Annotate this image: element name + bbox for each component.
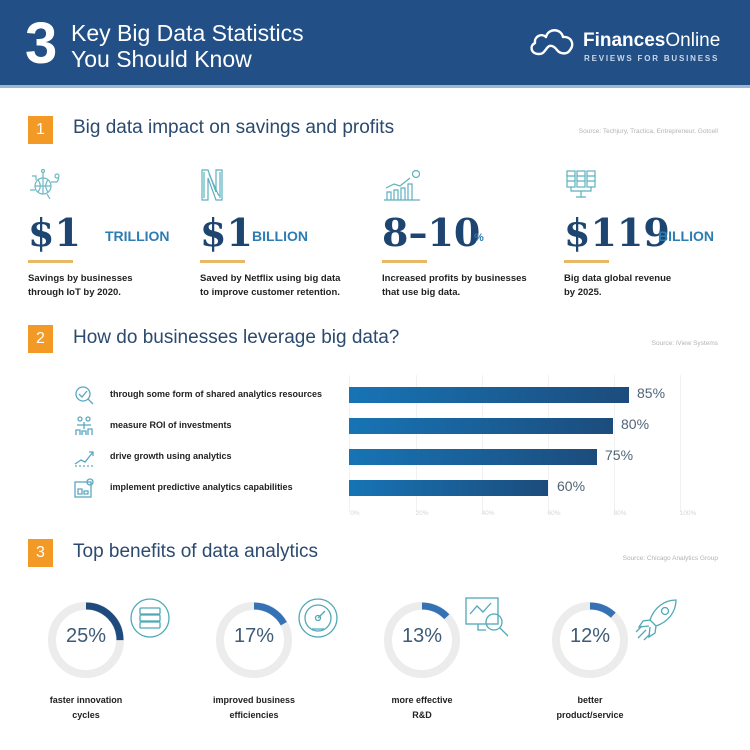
netflix-n-icon	[201, 169, 223, 201]
section-2-title: How do businesses leverage big data?	[73, 327, 400, 348]
donut-gauge	[216, 602, 292, 678]
bar-value: 60%	[557, 478, 586, 494]
bar-row: implement predictive analytics capabilit…	[73, 477, 713, 499]
benefit-item: 25% faster innovation cycles	[28, 598, 198, 740]
section-3-badge: 3	[28, 539, 53, 567]
benefit-label: more effective R&D	[391, 695, 453, 720]
donut-value: 25%	[65, 625, 107, 647]
stat-unit: BILLION	[658, 228, 714, 244]
section-3-title: Top benefits of data analytics	[73, 541, 319, 562]
roi-people-icon	[75, 416, 93, 435]
logo-wordmark: FinancesOnline	[583, 30, 721, 51]
bar-label: drive growth using analytics	[110, 451, 232, 461]
donut-gauge	[384, 602, 460, 678]
section-3-source: Source: Chicago Analytics Group	[622, 555, 718, 562]
bar-label: measure ROI of investments	[110, 420, 232, 430]
growth-chart-icon	[384, 169, 421, 201]
stat-divider	[200, 260, 245, 263]
x-tick: 100%	[679, 510, 697, 517]
bar-value: 85%	[637, 385, 666, 401]
donut-gauge	[48, 602, 124, 678]
bar	[349, 418, 613, 434]
stat-value: $119	[564, 210, 670, 255]
gridline	[416, 375, 417, 512]
bar-value: 75%	[605, 447, 634, 463]
stat-description: Big data global revenue by 2025.	[564, 273, 672, 298]
bar	[349, 480, 548, 496]
section-2-badge: 2	[28, 325, 53, 353]
stat-description: Increased profits by businesses that use …	[382, 273, 527, 298]
bar-value: 80%	[621, 416, 650, 432]
bar-row: measure ROI of investments 80%	[73, 415, 713, 437]
bar	[349, 387, 629, 403]
donut-value: 17%	[233, 625, 275, 647]
cloud-icon	[530, 29, 574, 56]
x-tick: 0%	[350, 510, 360, 517]
benefit-item: 17% improved business efficiencies	[196, 598, 366, 740]
iot-globe-icon	[30, 168, 60, 200]
stat-unit: %	[474, 232, 484, 244]
server-icon	[130, 598, 170, 638]
stat-value: 8–10	[382, 210, 481, 255]
financesonline-logo[interactable]: FinancesOnline REVIEWS FOR BUSINESS	[527, 24, 727, 66]
benefit-item: 13% more effective R&D	[364, 597, 534, 740]
predictive-dashboard-icon	[74, 478, 94, 498]
stat-description: Saved by Netflix using big data to improv…	[200, 273, 341, 298]
donut-gauge	[552, 602, 628, 678]
bar-label: through some form of shared analytics re…	[110, 389, 323, 399]
gridline	[680, 375, 681, 512]
stat-value: $1	[200, 210, 253, 255]
x-tick: 80%	[613, 510, 627, 517]
data-center-icon	[566, 170, 596, 198]
section-1-badge: 1	[28, 116, 53, 144]
stat-unit: TRILLION	[105, 228, 170, 244]
stat-description: Savings by businesses through IoT by 2020…	[28, 273, 133, 298]
logo-tagline: REVIEWS FOR BUSINESS	[584, 54, 720, 63]
gridline	[482, 375, 483, 512]
section-2-source: Source: iView Systems	[651, 340, 718, 347]
header-banner: 3 Key Big Data Statistics You Should Kno…	[0, 0, 750, 88]
speedometer-icon	[298, 598, 338, 638]
stat-divider	[382, 260, 427, 263]
stat-divider	[564, 260, 609, 263]
gridline	[349, 375, 350, 512]
x-tick: 60%	[547, 510, 561, 517]
growth-line-icon	[74, 451, 94, 467]
analytics-check-icon	[75, 386, 94, 405]
stat-unit: BILLION	[252, 228, 308, 244]
x-tick: 40%	[481, 510, 495, 517]
header-title-line1: Key Big Data Statistics	[71, 20, 304, 46]
x-tick: 20%	[415, 510, 429, 517]
benefit-item: 12% better product/service	[532, 599, 702, 740]
stat-divider	[28, 260, 73, 263]
benefit-label: faster innovation cycles	[49, 695, 123, 720]
bar	[349, 449, 597, 465]
bar-row: drive growth using analytics 75%	[73, 446, 713, 468]
benefit-label: better product/service	[556, 695, 624, 720]
header-number: 3	[25, 11, 58, 76]
rocket-icon	[635, 599, 677, 641]
gridline	[614, 375, 615, 512]
donut-value: 12%	[569, 625, 611, 647]
analytics-magnifier-icon	[465, 597, 509, 637]
header-title-line2: You Should Know	[71, 46, 252, 72]
gridline	[548, 375, 549, 512]
section-1-title: Big data impact on savings and profits	[73, 117, 395, 138]
bar-label: implement predictive analytics capabilit…	[110, 482, 293, 492]
stat-value: $1	[28, 210, 81, 255]
donut-value: 13%	[401, 625, 443, 647]
bar-row: through some form of shared analytics re…	[73, 384, 713, 406]
header-title: Key Big Data Statistics You Should Know	[71, 20, 304, 72]
benefit-label: improved business efficiencies	[212, 695, 296, 720]
section-1-source: Source: Techjury, Tractica, Entrepreneur…	[578, 128, 718, 135]
